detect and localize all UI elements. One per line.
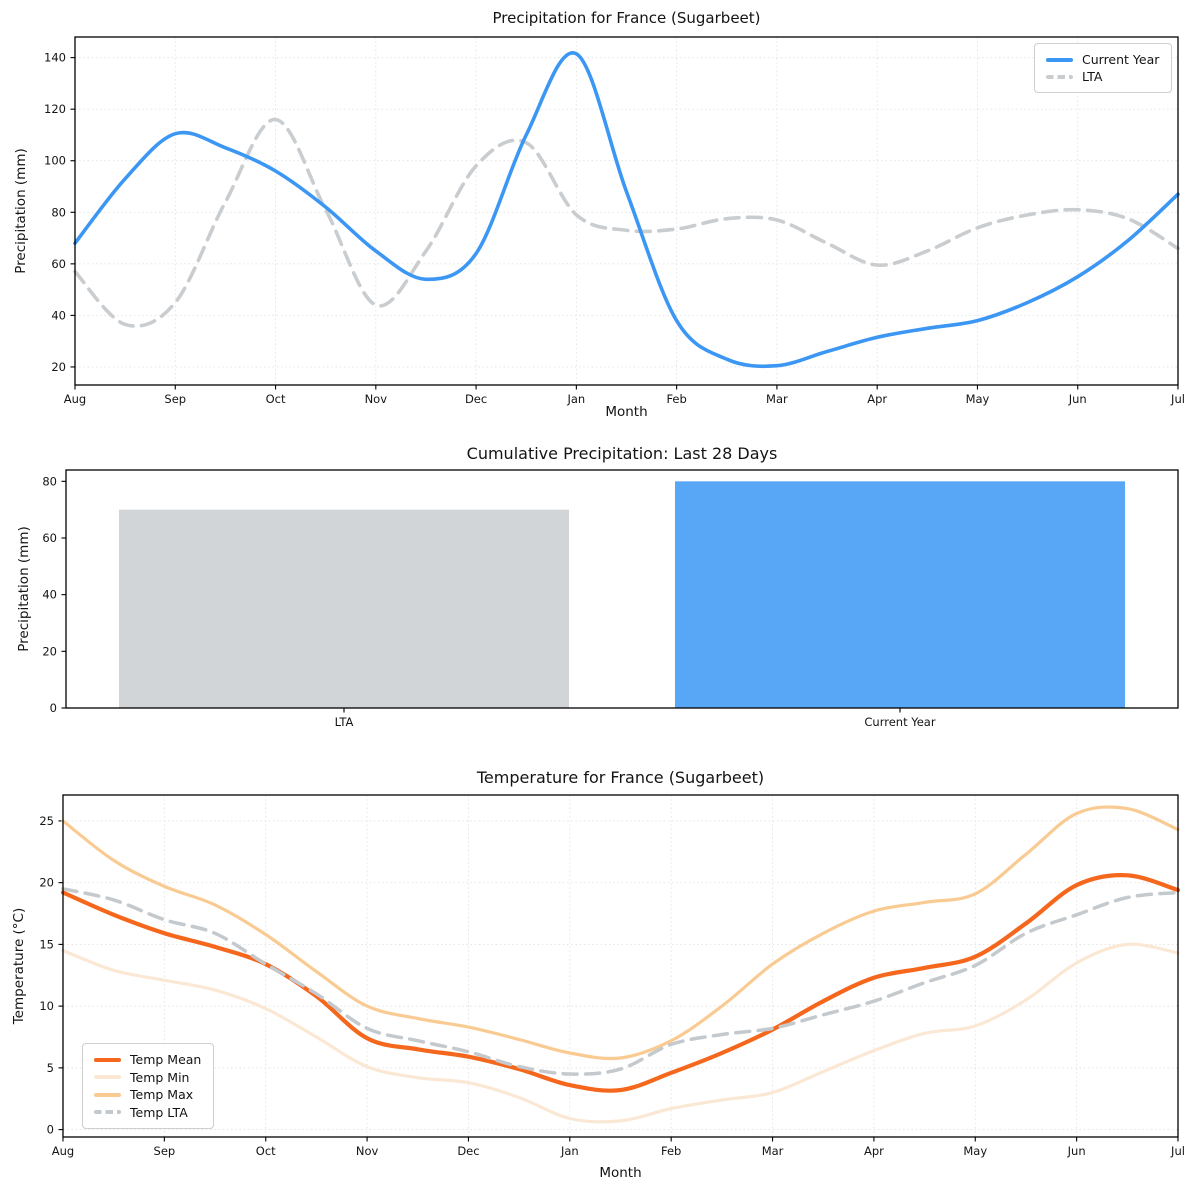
legend-label: Temp Min [130, 1069, 190, 1085]
axes-frame [74, 36, 1179, 386]
precipitation-chart-plot: 20 40 60 80 100 120 140 Aug Sep Oct Nov Dec Jan Feb Ma… [44, 36, 1185, 406]
series-line-current-year [73, 51, 1180, 369]
series-line-temp-mean [60, 873, 1181, 1093]
y-tick-label: 60 [42, 531, 57, 545]
x-tick-label: Dec [457, 1144, 479, 1158]
x-tick-label: Jul [1170, 392, 1185, 406]
series-line-temp-max [61, 805, 1180, 1061]
lta-line-swatch [1046, 74, 1073, 79]
y-tick-label: 0 [47, 1123, 54, 1137]
axes-frame [65, 469, 1179, 709]
x-tick-label: Apr [864, 1144, 884, 1158]
precipitation-chart-title: Precipitation for France (Sugarbeet) [492, 9, 761, 27]
temp-lta-line-swatch [94, 1110, 121, 1115]
y-tick-label: 20 [42, 644, 57, 658]
legend-label: Temp Mean [130, 1052, 202, 1068]
x-tick-label: Sep [154, 1144, 176, 1158]
y-tick-label: 5 [47, 1061, 54, 1075]
x-tick-label: Jul [1170, 1144, 1185, 1158]
bar-current-year [675, 481, 1125, 708]
series-line-lta [73, 117, 1180, 328]
y-tick-label: 0 [50, 701, 57, 715]
y-tick-label: 60 [51, 257, 66, 271]
legend-label: Temp LTA [130, 1104, 188, 1120]
x-tick-label: Oct [256, 1144, 276, 1158]
y-tick-label: 120 [44, 102, 66, 116]
temperature-legend: Temp Mean Temp Min Temp Max Temp LTA [82, 1043, 214, 1129]
legend-item-current-year: Current Year [1046, 51, 1160, 68]
x-tick-label: Jun [1068, 392, 1087, 406]
y-tick-label: 25 [39, 814, 54, 828]
y-tick-label: 40 [51, 308, 66, 322]
y-tick-label: 40 [42, 588, 57, 602]
y-tick-label: 80 [51, 205, 66, 219]
cumulative-precipitation-chart-title: Cumulative Precipitation: Last 28 Days [466, 444, 778, 463]
legend-label: Current Year [1082, 52, 1160, 67]
x-tick-label: Dec [465, 392, 487, 406]
precipitation-x-axis-label: Month [605, 404, 648, 420]
y-tick-label: 20 [39, 876, 54, 890]
x-tick-label: Jan [566, 392, 585, 406]
legend-item-temp-max: Temp Max [94, 1086, 202, 1104]
x-tick-label: Sep [164, 392, 186, 406]
y-tick-label: 10 [39, 999, 54, 1013]
y-tick-label: 15 [39, 937, 54, 951]
y-tick-label: 140 [44, 51, 66, 65]
legend-item-temp-mean: Temp Mean [94, 1051, 202, 1069]
x-tick-label: Nov [356, 1144, 379, 1158]
x-tick-label: Jun [1067, 1144, 1086, 1158]
x-tick-label: Jan [560, 1144, 579, 1158]
y-tick-label: 20 [51, 360, 66, 374]
x-tick-label: Aug [52, 1144, 74, 1158]
precipitation-legend: Current Year LTA [1034, 43, 1172, 93]
series-line-temp-lta [61, 887, 1180, 1076]
x-tick-label: Aug [64, 392, 86, 406]
x-tick-label: Feb [666, 392, 686, 406]
x-tick-label: May [966, 392, 990, 406]
legend-label: LTA [1082, 69, 1103, 84]
y-tick-label: 100 [44, 154, 66, 168]
x-tick-label: LTA [335, 715, 354, 729]
temp-min-line-swatch [94, 1075, 121, 1080]
cumulative-precipitation-chart-plot: 0 20 40 60 80 LTA Current Year [42, 469, 1179, 729]
x-tick-label: May [963, 1144, 987, 1158]
current-year-line-swatch [1046, 57, 1073, 62]
series-line-temp-min [61, 942, 1180, 1124]
x-tick-label: Oct [266, 392, 286, 406]
x-tick-label: Apr [867, 392, 887, 406]
temp-mean-line-swatch [94, 1057, 121, 1062]
x-tick-label: Nov [365, 392, 388, 406]
temperature-chart-plot: 0 5 10 15 20 25 Aug Sep Oct Nov Dec Jan Feb Mar Apr May… [39, 794, 1185, 1158]
x-tick-label: Mar [762, 1144, 784, 1158]
x-tick-label: Feb [661, 1144, 681, 1158]
legend-label: Temp Max [130, 1087, 194, 1103]
temp-max-line-swatch [94, 1092, 121, 1097]
x-tick-label: Mar [766, 392, 788, 406]
axes-frame [62, 794, 1179, 1138]
legend-item-lta: LTA [1046, 68, 1160, 85]
x-tick-label: Current Year [864, 715, 935, 729]
bar-lta [119, 509, 569, 708]
temperature-x-axis-label: Month [599, 1165, 642, 1181]
legend-item-temp-min: Temp Min [94, 1069, 202, 1087]
legend-item-temp-lta: Temp LTA [94, 1104, 202, 1122]
y-tick-label: 80 [42, 474, 57, 488]
temperature-chart-title: Temperature for France (Sugarbeet) [476, 768, 765, 787]
